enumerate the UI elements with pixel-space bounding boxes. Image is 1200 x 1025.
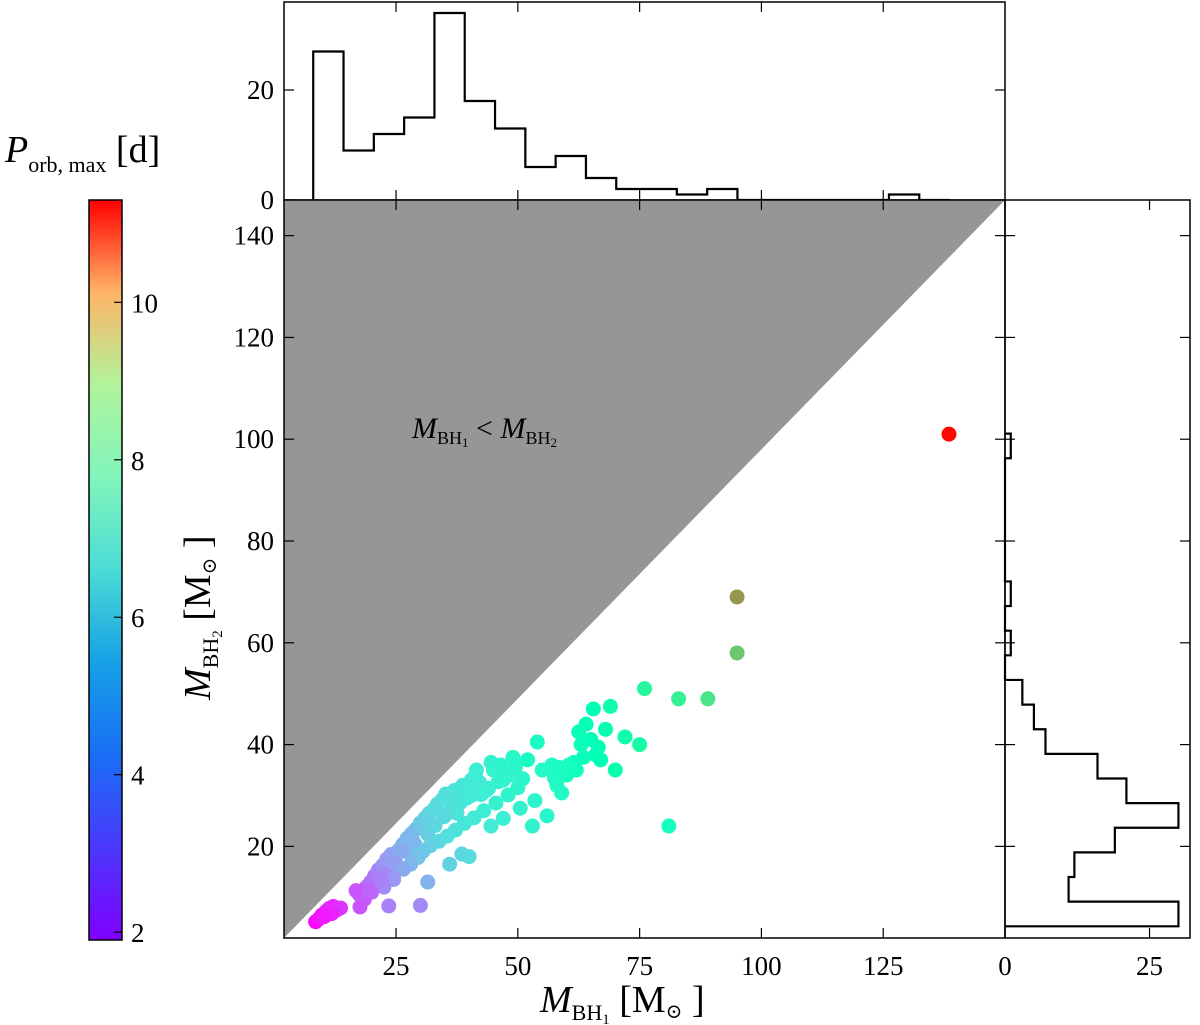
x-tick-label: 100 [741, 951, 782, 981]
x-tick-label: 75 [626, 951, 653, 981]
scatter-point [483, 818, 499, 834]
scatter-point [495, 810, 511, 826]
colorbar-tick-label: 2 [131, 918, 145, 948]
scatter-point [361, 882, 377, 898]
main-axes-frame [283, 199, 1006, 939]
scatter-point [495, 772, 511, 788]
scatter-point [520, 752, 536, 768]
top-hist-frame [283, 1, 1006, 201]
scatter-point [420, 874, 436, 890]
scatter-point [729, 589, 745, 605]
scatter-point [373, 871, 389, 887]
colorbar-gradient [88, 199, 123, 941]
scatter-point [468, 762, 484, 778]
colorbar-title: Porb, max [d] [4, 129, 160, 177]
right-histogram: 0 25 [998, 199, 1191, 981]
top-hist-y-tick-label: 20 [247, 75, 274, 105]
right-hist-steps [1003, 432, 1180, 928]
scatter-point [941, 426, 957, 442]
scatter-point [593, 752, 609, 768]
scatter-point [348, 883, 364, 899]
x-tick-label: 125 [863, 951, 904, 981]
excluded-region [284, 200, 1005, 938]
scatter-point [381, 898, 397, 914]
top-histogram: 0 20 [247, 1, 1006, 215]
y-axis-label-group: MBH2 [M⊙ ] [177, 535, 226, 701]
x-tick-label: 25 [383, 951, 410, 981]
scatter-point [598, 721, 614, 737]
x-tick-label: 50 [504, 951, 531, 981]
scatter-point [729, 645, 745, 661]
scatter-point [585, 701, 601, 717]
y-tick-label: 20 [247, 831, 274, 861]
scatter-point [461, 849, 477, 865]
scatter-point [316, 909, 332, 925]
y-tick-label: 40 [247, 730, 274, 760]
colorbar-tick-label: 8 [131, 446, 145, 476]
scatter-point [554, 785, 570, 801]
scatter-point [546, 770, 562, 786]
scatter-point [632, 737, 648, 753]
scatter-point [529, 734, 545, 750]
y-tick-label: 100 [234, 424, 275, 454]
top-hist-y-tick-label: 0 [261, 185, 275, 215]
scatter-point [393, 843, 409, 859]
colorbar-tick-label: 4 [131, 761, 145, 791]
scatter-point [383, 854, 399, 870]
scatter-point [607, 762, 623, 778]
scatter-point [527, 793, 543, 809]
scatter-point [427, 800, 443, 816]
scatter-point [395, 861, 411, 877]
scatter-point [510, 780, 526, 796]
y-tick-label: 60 [247, 628, 274, 658]
scatter-point [352, 899, 368, 915]
scatter-point [576, 749, 592, 765]
scatter-point [571, 724, 587, 740]
scatter-point [449, 805, 465, 821]
scatter-point [539, 808, 555, 824]
scatter-point [488, 795, 504, 811]
scatter-point [602, 698, 618, 714]
y-axis-label: MBH2 [M⊙ ] [177, 535, 226, 701]
scatter-point [590, 739, 606, 755]
scatter-plot: MBH1 < MBH2 25 50 75 100 125 20 40 60 80 100 120 140… [177, 199, 1006, 1025]
y-tick-label: 140 [234, 221, 275, 251]
top-hist-steps [312, 11, 950, 202]
scatter-point [700, 691, 716, 707]
right-hist-x-tick-label: 0 [998, 951, 1012, 981]
colorbar-tick-label: 10 [131, 288, 158, 318]
right-hist-x-tick-label: 25 [1136, 951, 1163, 981]
y-tick-label: 80 [247, 526, 274, 556]
region-label: MBH1 < MBH2 [411, 412, 557, 450]
scatter-point [512, 800, 528, 816]
y-tick-label: 120 [234, 322, 275, 352]
scatter-point [478, 782, 494, 798]
scatter-point [412, 897, 428, 913]
scatter-point [671, 691, 687, 707]
colorbar-tick-label: 6 [131, 603, 145, 633]
x-axis-label: MBH1 [M⊙ ] [539, 979, 705, 1025]
scatter-point [442, 856, 458, 872]
colorbar: 2 4 6 8 10 Porb, max [d] [4, 129, 160, 948]
scatter-point [483, 754, 499, 770]
scatter-point [524, 818, 540, 834]
scatter-point [661, 818, 677, 834]
scatter-point [405, 833, 421, 849]
scatter-point [505, 749, 521, 765]
scatter-point [637, 681, 652, 697]
scatter-point [464, 787, 480, 803]
scatter-point [617, 729, 633, 745]
